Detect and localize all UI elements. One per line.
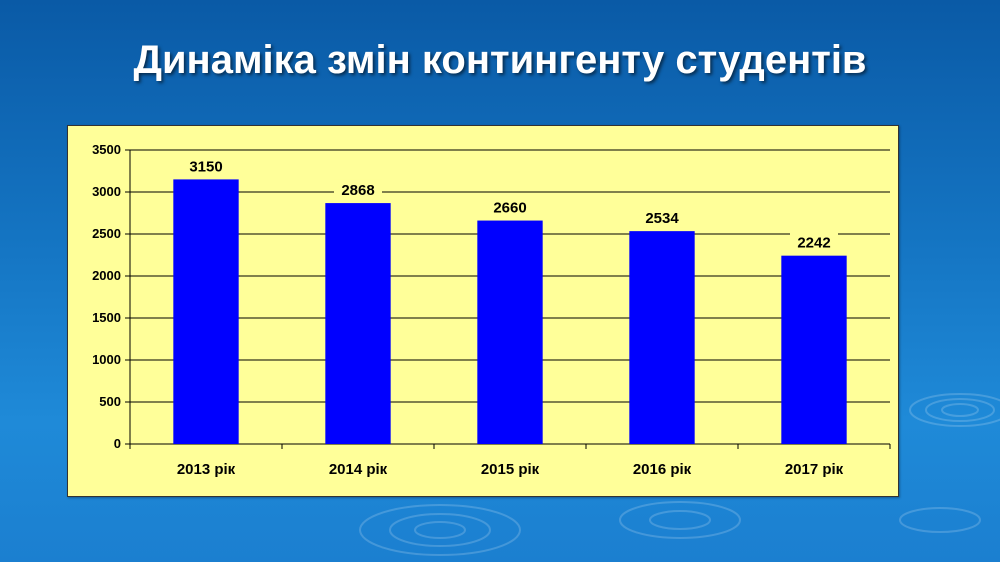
- category-label: 2017 рік: [785, 461, 844, 478]
- bar: [781, 255, 847, 444]
- data-label: 2534: [645, 210, 679, 227]
- data-label: 2660: [493, 200, 526, 217]
- y-tick-label: 1000: [92, 352, 121, 367]
- bar: [477, 220, 543, 444]
- y-tick-label: 3500: [92, 142, 121, 157]
- bar-chart: 0 500 1000 1500 2000 2500 3000 3500 3150 2013 рік…: [92, 142, 891, 478]
- data-label-background: [182, 155, 230, 176]
- bar: [629, 231, 695, 444]
- data-label: 2868: [341, 182, 374, 199]
- bar: [325, 203, 391, 444]
- y-tick-label: 500: [99, 394, 121, 409]
- y-tick-label: 1500: [92, 310, 121, 325]
- y-tick-label: 2000: [92, 268, 121, 283]
- category-label: 2016 рік: [633, 461, 692, 478]
- y-tick-label: 0: [114, 436, 121, 451]
- data-label-background: [638, 207, 686, 228]
- category-label: 2013 рік: [177, 461, 236, 478]
- data-label: 2242: [797, 235, 830, 252]
- data-label-background: [486, 196, 534, 217]
- category-label: 2015 рік: [481, 461, 540, 478]
- data-label-background: [334, 179, 382, 200]
- bar: [173, 179, 239, 444]
- y-tick-label: 3000: [92, 184, 121, 199]
- chart-container: 0 500 1000 1500 2000 2500 3000 3500 3150 2013 рік…: [67, 125, 899, 497]
- data-label-background: [790, 231, 838, 252]
- category-label: 2014 рік: [329, 461, 388, 478]
- y-tick-label: 2500: [92, 226, 121, 241]
- slide-title: Динаміка змін контингенту студентів: [133, 38, 867, 82]
- data-label: 3150: [189, 158, 222, 175]
